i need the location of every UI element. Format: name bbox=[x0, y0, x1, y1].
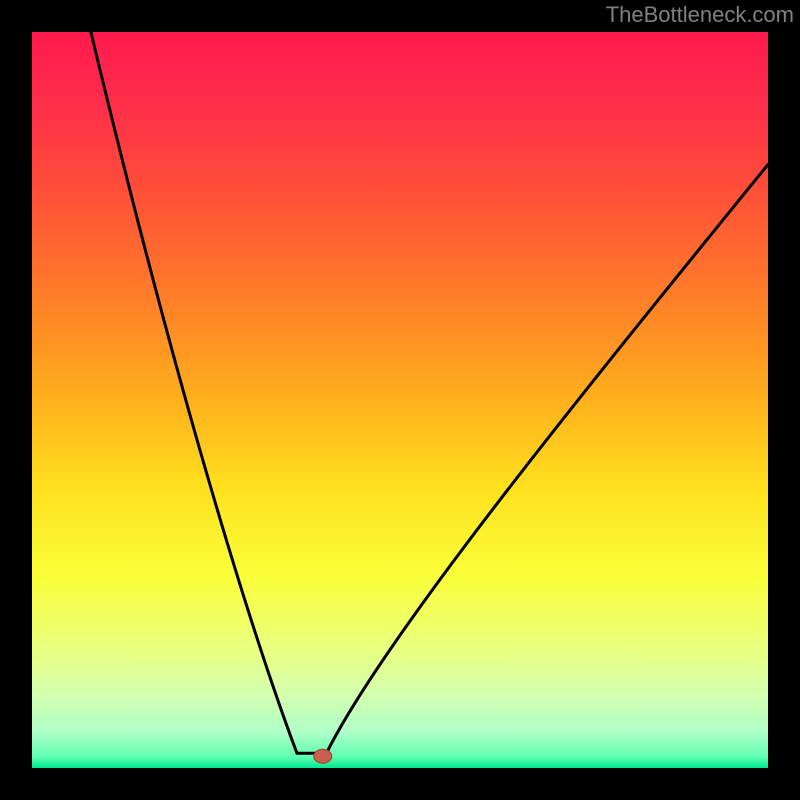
watermark-text: TheBottleneck.com bbox=[606, 2, 794, 28]
chart-svg bbox=[0, 0, 800, 800]
plot-background bbox=[32, 32, 768, 768]
minimum-marker bbox=[314, 749, 332, 763]
